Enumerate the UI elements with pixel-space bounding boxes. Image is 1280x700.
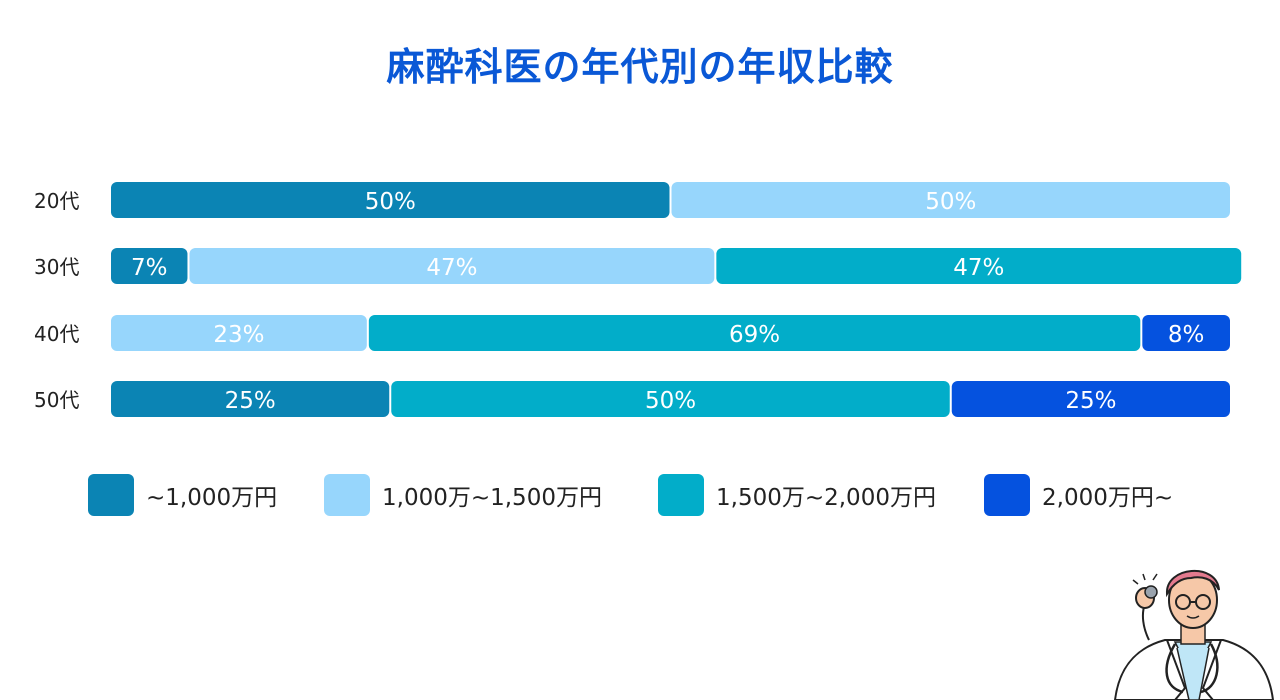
bar-segment <box>716 248 1242 284</box>
legend-swatch <box>324 474 370 516</box>
data-label: 25% <box>225 388 276 414</box>
bar-segment <box>189 248 715 284</box>
data-label: 25% <box>1065 388 1116 414</box>
legend-item: ~1,000万円 <box>88 472 277 518</box>
legend-label: ~1,000万円 <box>146 485 278 511</box>
data-label: 47% <box>426 255 477 281</box>
legend: ~1,000万円 1,000万~1,500万円 1,500万~2,000万円 2,00… <box>0 472 1280 518</box>
bar-segment <box>391 381 950 417</box>
bar-segment <box>1142 315 1230 351</box>
bar-segment <box>111 381 390 417</box>
category-label: 50代 <box>34 388 79 412</box>
legend-swatch <box>984 474 1030 516</box>
bar-segment <box>111 248 188 284</box>
legend-label: 1,500万~2,000万円 <box>716 485 936 511</box>
bar-segment <box>368 315 1141 351</box>
doctor-with-stethoscope-icon <box>1113 569 1275 700</box>
legend-label: 2,000万円~ <box>1042 485 1174 511</box>
category-label: 30代 <box>34 255 79 279</box>
data-label: 50% <box>365 189 416 215</box>
data-label: 50% <box>925 189 976 215</box>
data-label: 50% <box>645 388 696 414</box>
legend-item: 1,000万~1,500万円 <box>324 472 602 518</box>
bar-segment <box>671 182 1230 218</box>
bar-segment <box>951 381 1230 417</box>
legend-item: 1,500万~2,000万円 <box>658 472 936 518</box>
legend-label: 1,000万~1,500万円 <box>382 485 602 511</box>
data-label: 23% <box>213 322 264 348</box>
data-label: 47% <box>953 255 1004 281</box>
data-label: 69% <box>729 322 780 348</box>
bar-segment <box>111 315 367 351</box>
category-label: 20代 <box>34 189 79 213</box>
bar-segment <box>111 182 670 218</box>
category-label: 40代 <box>34 322 79 346</box>
legend-swatch <box>88 474 134 516</box>
data-label: 8% <box>1168 322 1205 348</box>
data-label: 7% <box>131 255 168 281</box>
chart-title: 麻酔科医の年代別の年収比較 <box>386 45 894 89</box>
legend-swatch <box>658 474 704 516</box>
legend-item: 2,000万円~ <box>984 472 1173 518</box>
